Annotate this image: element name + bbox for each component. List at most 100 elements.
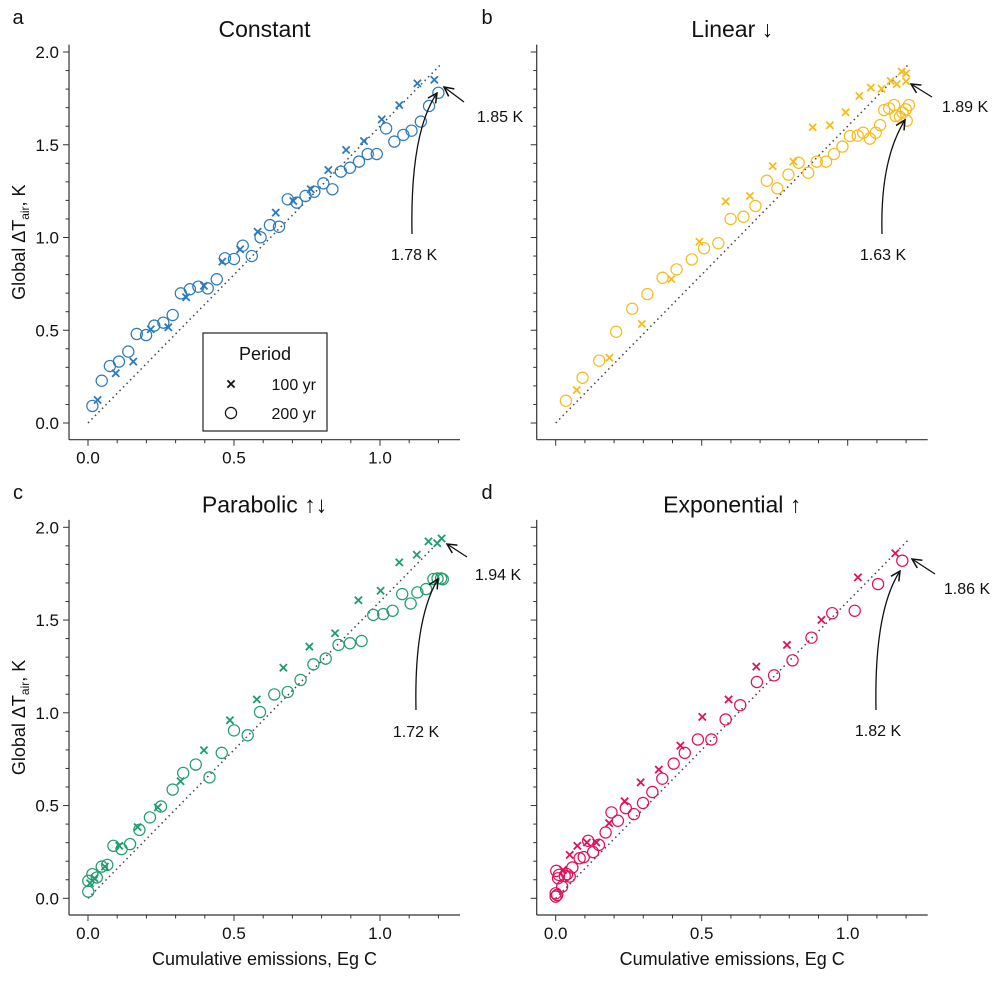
- data-point-cross: [901, 77, 911, 86]
- data-point-circle: [319, 652, 332, 665]
- data-point-cross: [901, 69, 911, 78]
- annotation-label: 1.94 K: [475, 567, 522, 584]
- data-point-circle: [397, 128, 410, 142]
- data-point-cross: [279, 663, 288, 672]
- data-point-circle: [550, 864, 563, 878]
- annotation-arrow: [875, 571, 900, 711]
- data-point-cross: [817, 615, 826, 625]
- data-point-circle: [254, 231, 267, 244]
- data-point-cross: [892, 79, 901, 89]
- data-point-circle: [627, 807, 641, 821]
- data-point-circle: [367, 608, 380, 622]
- data-point-cross: [877, 84, 886, 93]
- data-point-circle: [599, 826, 612, 839]
- data-point-circle: [143, 811, 157, 824]
- panel-d: 0.0 0.5 1.0 d Exponential ↑ Cumulative emissi…: [481, 482, 990, 969]
- data-point-cross: [225, 715, 235, 725]
- data-point-circle: [245, 249, 259, 263]
- data-point-cross: [605, 353, 614, 362]
- data-point-cross: [654, 765, 664, 774]
- panel-title: Constant: [218, 16, 311, 42]
- data-point-circle: [203, 771, 216, 784]
- data-point-cross: [853, 573, 863, 582]
- data-point-circle: [166, 308, 179, 322]
- data-point-circle: [227, 724, 241, 737]
- data-point-circle: [559, 394, 573, 407]
- data-point-circle: [148, 319, 161, 332]
- data-point-circle: [749, 199, 762, 213]
- data-point-cross: [430, 75, 439, 85]
- data-point-circle: [215, 746, 228, 760]
- y-tick-label: 0.0: [35, 414, 59, 433]
- data-point-cross: [768, 161, 777, 171]
- x-tick-label: 0.5: [690, 924, 714, 943]
- y-label-main: Global ΔT: [9, 220, 29, 300]
- data-point-circle: [719, 713, 732, 726]
- data-point-cross: [437, 534, 446, 543]
- data-point-circle: [218, 252, 232, 265]
- legend-title: Period: [239, 344, 291, 364]
- data-point-circle: [670, 263, 683, 276]
- y-label-subscript: air: [18, 682, 32, 695]
- data-point-circle: [819, 155, 833, 168]
- series-200-yr: [82, 572, 449, 898]
- series-100-yr: [572, 67, 911, 395]
- data-point-circle: [581, 834, 595, 847]
- data-point-circle: [549, 887, 562, 900]
- y-label-unit: , K: [9, 184, 29, 206]
- data-point-circle: [782, 168, 795, 181]
- data-point-circle: [549, 890, 562, 903]
- data-point-cross: [164, 323, 173, 332]
- data-point-circle: [343, 161, 357, 174]
- data-point-circle: [586, 845, 600, 859]
- data-point-circle: [107, 839, 120, 853]
- data-point-circle: [902, 98, 916, 112]
- x-tick-label: 1.0: [368, 449, 392, 468]
- panel-title: Parabolic ↑↓: [202, 491, 327, 517]
- data-point-circle: [889, 109, 902, 123]
- data-point-circle: [355, 634, 368, 648]
- data-point-cross: [341, 145, 351, 155]
- data-point-circle: [566, 861, 579, 874]
- data-point-cross: [825, 121, 835, 130]
- data-point-cross: [886, 76, 895, 86]
- data-point-circle: [307, 658, 320, 671]
- data-point-circle: [805, 631, 818, 644]
- data-point-circle: [609, 325, 623, 338]
- data-point-cross: [866, 83, 876, 92]
- data-point-circle: [405, 124, 418, 137]
- data-point-cross: [808, 123, 817, 132]
- data-point-circle: [379, 122, 393, 135]
- y-tick-label: 2.0: [35, 43, 59, 62]
- data-point-cross: [565, 850, 574, 860]
- panel-title: Exponential ↑: [663, 491, 801, 517]
- data-point-circle: [678, 746, 691, 760]
- data-point-circle: [404, 597, 417, 610]
- data-point-circle: [636, 796, 650, 810]
- data-point-circle: [724, 212, 737, 226]
- data-point-circle: [133, 823, 146, 837]
- data-point-circle: [843, 129, 857, 143]
- data-point-circle: [294, 673, 307, 687]
- data-point-circle: [370, 147, 383, 161]
- data-point-circle: [82, 885, 95, 898]
- data-point-circle: [192, 280, 205, 293]
- data-point-cross: [252, 695, 262, 704]
- data-point-circle: [299, 189, 312, 203]
- annotation-arrow: [415, 579, 438, 711]
- data-point-circle: [802, 166, 815, 179]
- data-point-cross: [724, 695, 733, 704]
- data-point-cross: [413, 79, 422, 88]
- series-200-yr: [86, 86, 445, 413]
- panel-c: 0.0 0.5 1.0 1.5 2.0 0.0 0.5 1.0 c Parabolic ↑↓ Cum…: [9, 482, 521, 969]
- data-point-circle: [395, 587, 409, 601]
- data-point-circle: [86, 867, 99, 881]
- data-point-circle: [786, 654, 799, 667]
- legend-label: 200 yr: [272, 406, 317, 423]
- data-point-circle: [343, 637, 357, 650]
- data-point-circle: [82, 874, 95, 888]
- annotation-arrow: [444, 87, 465, 103]
- data-point-circle: [760, 174, 774, 187]
